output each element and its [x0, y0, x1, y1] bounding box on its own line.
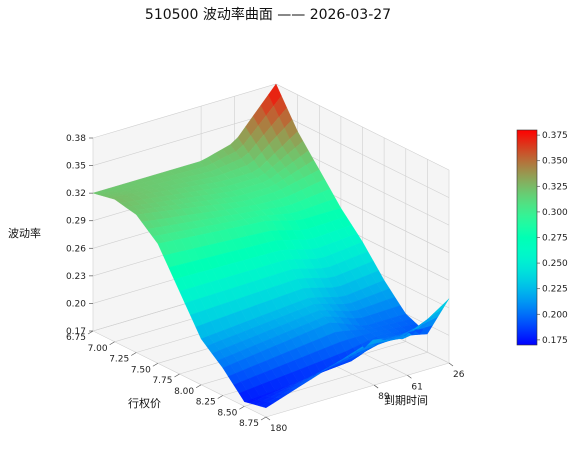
y-tick-mark — [448, 362, 454, 367]
axes: 0.17 0.20 0.23 0.26 0.29 0.32 0.35 0.38 6.757.00… — [66, 134, 465, 434]
x-tick-mark — [239, 405, 245, 410]
x-tick-mark — [109, 341, 115, 346]
colorbar-tick-label: 0.250 — [542, 259, 568, 269]
y-tick-label: 89 — [378, 392, 390, 402]
y-tick-mark — [373, 384, 379, 389]
x-tick-mark — [260, 416, 267, 421]
z-axis-label: 波动率 — [8, 226, 41, 240]
y-tick-label: 61 — [411, 382, 422, 392]
z-tick-label: 0.17 — [66, 327, 86, 337]
surface-patch — [435, 298, 450, 314]
x-tick-label: 6.75 — [66, 333, 86, 343]
x-tick-label: 7.50 — [131, 365, 151, 375]
x-tick-label: 7.00 — [88, 344, 108, 354]
colorbar-tick-label: 0.300 — [542, 208, 568, 218]
z-tick-label: 0.20 — [66, 299, 86, 309]
colorbar-tick-label: 0.350 — [542, 157, 568, 167]
x-tick-mark — [131, 352, 137, 356]
colorbar-tick-label: 0.225 — [542, 285, 568, 295]
z-tick-label: 0.35 — [66, 162, 86, 172]
y-tick-label: 180 — [270, 424, 287, 434]
z-tick-label: 0.29 — [66, 217, 86, 227]
surface-plot — [92, 83, 450, 409]
z-tick-label: 0.38 — [66, 134, 86, 144]
x-tick-mark — [87, 330, 94, 335]
chart-title: 510500 波动率曲面 —— 2026-03-27 — [145, 6, 391, 23]
y-axis-label: 到期时间 — [384, 394, 428, 407]
x-axis-label: 行权价 — [128, 397, 161, 410]
colorbar-tick-label: 0.275 — [542, 234, 568, 244]
x-tick-label: 7.25 — [109, 355, 129, 365]
z-tick-label: 0.23 — [66, 272, 86, 282]
colorbar-tick-label: 0.375 — [542, 131, 568, 141]
colorbar-tick-label: 0.325 — [542, 182, 568, 192]
x-tick-label: 7.75 — [152, 376, 172, 386]
y-tick-label: 26 — [453, 370, 465, 380]
x-tick-mark — [195, 384, 202, 389]
x-tick-label: 8.25 — [196, 398, 216, 408]
x-tick-mark — [174, 373, 180, 378]
colorbar-gradient — [516, 129, 538, 346]
x-tick-mark — [152, 362, 159, 367]
x-tick-label: 8.00 — [174, 387, 194, 397]
z-tick-label: 0.26 — [66, 244, 86, 254]
colorbar: 0.175 0.200 0.225 0.250 0.275 0.300 0.325 0.350… — [516, 129, 568, 346]
y-tick-mark — [265, 416, 271, 421]
z-tick-label: 0.32 — [66, 189, 86, 199]
y-tick-mark — [407, 374, 412, 379]
x-tick-label: 8.50 — [217, 408, 237, 418]
x-tick-label: 8.75 — [239, 419, 259, 429]
colorbar-tick-label: 0.200 — [542, 310, 568, 320]
x-tick-mark — [217, 395, 223, 399]
colorbar-tick-label: 0.175 — [542, 336, 568, 346]
